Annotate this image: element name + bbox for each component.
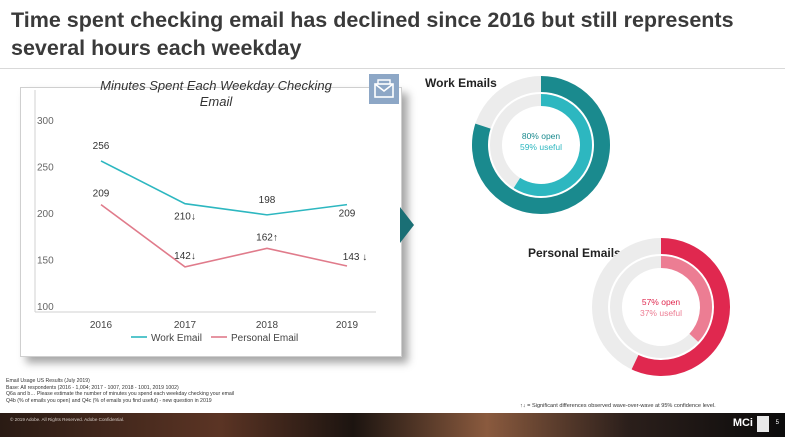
adobe-logo-icon xyxy=(757,416,769,432)
work-donut xyxy=(472,76,610,214)
mci-logo: MCi xyxy=(732,417,753,429)
y-tick-label: 300 xyxy=(37,116,54,127)
useful-arc xyxy=(513,94,592,196)
page-number: 5 xyxy=(775,420,779,426)
legend-label: Work Email xyxy=(151,333,202,344)
footnote-line: Q4b (% of emails you open) and Q4c (% of… xyxy=(6,397,212,404)
data-label: 256 xyxy=(93,141,110,152)
email-icon xyxy=(369,74,399,104)
y-tick-label: 200 xyxy=(37,209,54,220)
footnote-line: Email Usage US Results (July 2019) xyxy=(6,378,90,384)
footnote-line: Base: All respondents (2016 - 1,004; 201… xyxy=(6,384,179,391)
x-tick-label: 2016 xyxy=(90,320,113,331)
title-divider xyxy=(0,68,785,69)
data-label: 209 xyxy=(339,209,356,220)
page-title: Time spent checking email has declined s… xyxy=(11,8,734,60)
footnote-line: Q6a and b… Please estimate the number of… xyxy=(6,391,235,398)
line-chart: 100 150 200 250 300 2016 2017 2018 2019 256 210↓ 19… xyxy=(34,90,376,344)
connector-arrow xyxy=(400,207,414,243)
work-open-text: 80% open xyxy=(521,131,561,141)
useful-arc xyxy=(660,256,712,342)
open-arc xyxy=(472,76,610,214)
legend-label: Personal Email xyxy=(231,333,298,344)
chart-title: Minutes Spent Each Weekday Checking Emai… xyxy=(100,78,332,109)
work-emails-label: Work Emails xyxy=(425,76,497,90)
personal-emails-label: Personal Emails xyxy=(528,246,621,260)
envelope-icon xyxy=(374,79,394,98)
y-tick-label: 150 xyxy=(37,256,54,267)
personal-open-text: 57% open xyxy=(641,297,681,307)
personal-donut xyxy=(592,238,730,376)
personal-useful-text: 37% useful xyxy=(639,308,683,318)
significance-note: ↑↓ = Significant differences observed wa… xyxy=(520,403,716,409)
data-label: 209 xyxy=(93,189,110,200)
x-tick-label: 2017 xyxy=(174,320,197,331)
footer-copyright: © 2019 Adobe. All Rights Reserved. Adobe… xyxy=(10,417,125,422)
work-donut-text: 80% open 59% useful xyxy=(505,131,577,153)
series-line-personal xyxy=(100,203,348,268)
data-label: 142↓ xyxy=(174,251,196,262)
open-arc xyxy=(631,238,730,376)
data-label: 210↓ xyxy=(174,212,196,223)
x-tick-label: 2018 xyxy=(256,320,279,331)
line-chart-card: 100 150 200 250 300 2016 2017 2018 2019 256 210↓ 19… xyxy=(20,87,402,357)
data-label: 198 xyxy=(259,195,276,206)
x-tick-label: 2019 xyxy=(336,320,359,331)
footer-bar: © 2019 Adobe. All Rights Reserved. Adobe… xyxy=(0,413,785,437)
data-label: 143 ↓ xyxy=(343,252,367,263)
data-label: 162↑ xyxy=(256,232,278,243)
footnotes: Email Usage US Results (July 2019) Base:… xyxy=(6,378,426,404)
personal-donut-text: 57% open 37% useful xyxy=(625,297,697,319)
series-line-work xyxy=(100,160,348,216)
y-tick-label: 250 xyxy=(37,163,54,174)
work-useful-text: 59% useful xyxy=(519,142,563,152)
y-tick-label: 100 xyxy=(37,302,54,313)
